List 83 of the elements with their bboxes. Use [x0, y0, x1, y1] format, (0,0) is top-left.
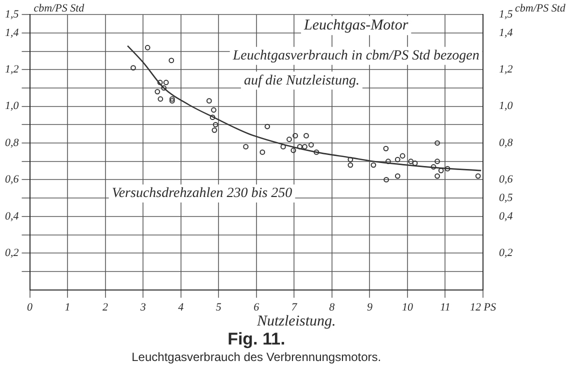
y2-tick-label: 0,6	[499, 174, 514, 186]
x-tick-label: 3	[139, 301, 146, 314]
text: Leuchtgasverbrauch des Verbrennungsmotors.	[132, 350, 382, 364]
y2-tick-label: 1,0	[499, 100, 514, 112]
text: Fig. 11.	[228, 329, 286, 348]
y-tick-label: 1,4	[5, 26, 20, 39]
point	[168, 58, 174, 64]
point	[243, 144, 248, 150]
point	[400, 153, 406, 159]
point	[434, 158, 440, 164]
annotation: auf die Nutzleistung.	[244, 73, 360, 88]
y-tick-label: 1,2	[5, 64, 20, 76]
x-axis-title: Nutzleistung.	[256, 314, 336, 330]
point	[308, 142, 314, 148]
y2-tick-label: 0,8	[499, 136, 514, 149]
point	[154, 88, 160, 94]
point	[444, 166, 450, 172]
y-tick-label: 0,4	[5, 210, 20, 222]
point	[260, 150, 266, 155]
x-tick-label: 1	[64, 301, 70, 314]
point	[161, 85, 167, 91]
y2-tick-label: 0,5	[499, 192, 514, 204]
annotation: Leuchtgasverbrauch in cbm/PS Std bezogen	[232, 48, 480, 64]
point	[383, 146, 389, 152]
point	[348, 156, 354, 162]
point	[384, 177, 390, 182]
point	[158, 96, 164, 102]
y2-axis-title: cbm/PS Std	[515, 2, 566, 14]
x-tick-label: 11	[440, 301, 450, 314]
point	[212, 122, 218, 128]
point	[286, 136, 292, 142]
point	[292, 132, 298, 138]
y-tick-label: 0,2	[5, 246, 20, 259]
point	[169, 98, 175, 104]
point	[385, 158, 391, 164]
y2-tick-label: 1,4	[499, 26, 514, 39]
point	[304, 132, 309, 138]
point	[163, 80, 169, 86]
point	[290, 148, 296, 154]
point	[314, 150, 320, 155]
y2-tick-label: 1,2	[499, 64, 514, 76]
x-tick-label: 9	[366, 301, 373, 314]
y2-tick-label: 0,4	[499, 210, 514, 222]
y2-tick-label: 0,2	[499, 246, 514, 259]
point	[280, 144, 286, 150]
point	[434, 140, 440, 146]
point	[210, 114, 216, 120]
point	[434, 173, 440, 179]
x-tick-label: 0	[27, 301, 33, 314]
y-tick-label: 0,6	[5, 174, 20, 186]
point	[144, 44, 150, 50]
point	[169, 96, 175, 102]
point	[475, 173, 481, 179]
y-axis-title: cbm/PS Std	[34, 2, 85, 14]
y-tick-label: 0,8	[5, 136, 20, 149]
point	[408, 158, 414, 164]
point	[297, 144, 303, 150]
point	[370, 162, 376, 168]
annotation: Leuchtgas-Motor	[303, 18, 408, 34]
y2-tick-label: 1,5	[499, 8, 514, 20]
point	[130, 65, 136, 71]
point	[394, 173, 400, 179]
x-tick-label: 6	[254, 301, 260, 314]
point	[302, 144, 308, 150]
x-tick-label: 4	[178, 301, 184, 314]
point	[430, 164, 436, 170]
point	[348, 162, 354, 168]
x-tick-label: 7	[291, 301, 298, 314]
point	[206, 98, 212, 104]
x-tick-label: 2	[102, 301, 109, 314]
y-tick-label: 1,0	[5, 100, 20, 112]
point	[412, 160, 418, 166]
annotation: Versuchsdrehzahlen 230 bis 250	[112, 186, 292, 202]
point	[210, 107, 216, 113]
y-tick-label: 1,5	[5, 8, 20, 20]
point	[212, 127, 218, 133]
point	[394, 156, 400, 162]
x-tick-label: 12 PS	[470, 301, 496, 314]
x-tick-label: 8	[329, 301, 336, 314]
x-tick-label: 5	[216, 301, 222, 314]
point	[157, 80, 163, 86]
point	[264, 124, 270, 130]
x-tick-label: 10	[402, 301, 414, 314]
